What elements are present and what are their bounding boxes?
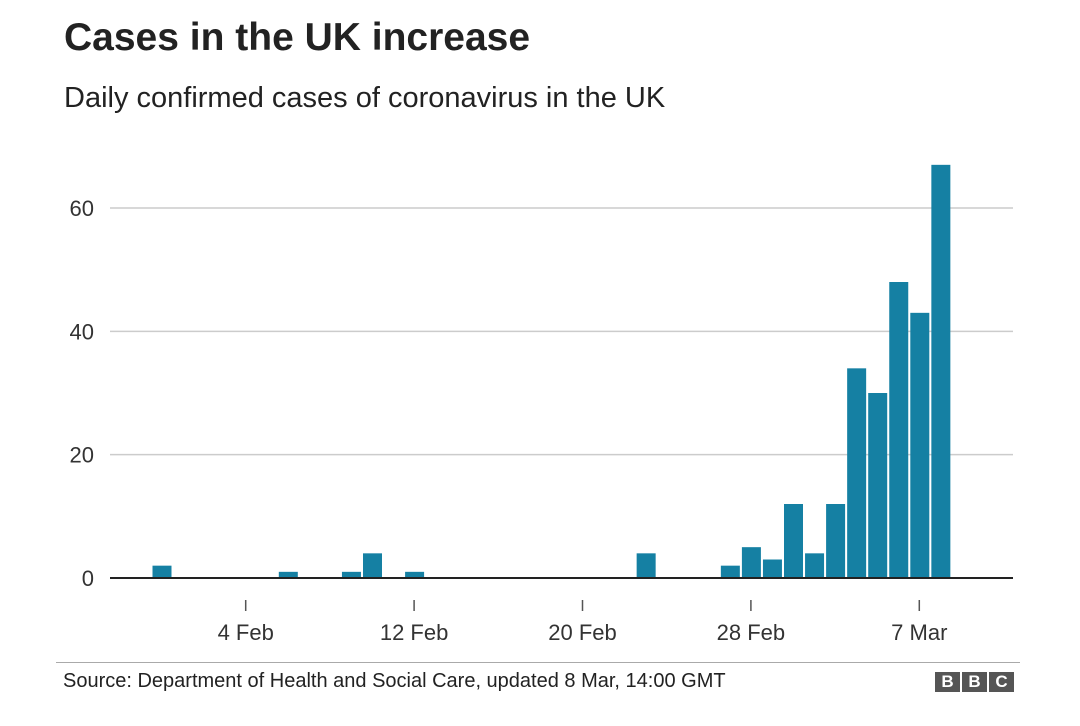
y-axis-labels: 0 20 40 60 xyxy=(70,196,94,591)
y-tick-label-40: 40 xyxy=(70,319,94,344)
bar-3-mar xyxy=(826,504,846,578)
bar-9-feb xyxy=(341,571,361,578)
bbc-logo: B B C xyxy=(935,672,1014,692)
bar-8-mar xyxy=(931,164,951,579)
x-axis-labels: 4 Feb 12 Feb 20 Feb 28 Feb 7 Mar xyxy=(218,620,948,645)
y-tick-label-0: 0 xyxy=(82,566,94,591)
bar-23-feb xyxy=(636,553,656,578)
bar-1-mar xyxy=(784,504,803,578)
bars xyxy=(152,164,951,579)
logo-letter-b2: B xyxy=(962,672,987,692)
logo-letter-b1: B xyxy=(935,672,960,692)
bar-chart: 0 20 40 60 4 Feb 12 Feb 20 Feb 28 Feb 7 Mar xyxy=(70,164,1013,645)
x-tick-label-7-mar: 7 Mar xyxy=(891,620,947,645)
footer-divider xyxy=(56,662,1020,663)
bar-4-mar xyxy=(847,368,867,578)
y-tick-label-60: 60 xyxy=(70,196,94,221)
bar-2-mar xyxy=(805,553,825,578)
bar-12-feb xyxy=(405,571,425,578)
bar-6-feb xyxy=(278,571,298,578)
bar-31-jan xyxy=(152,565,172,578)
x-tick-label-12-feb: 12 Feb xyxy=(380,620,449,645)
x-tick-label-4-feb: 4 Feb xyxy=(218,620,274,645)
source-note: Source: Department of Health and Social … xyxy=(63,670,726,692)
bar-5-mar xyxy=(868,393,888,578)
bar-28-feb xyxy=(741,547,761,578)
bar-7-mar xyxy=(910,312,930,578)
bar-27-feb xyxy=(720,565,740,578)
chart-subtitle: Daily confirmed cases of coronavirus in … xyxy=(64,82,666,114)
chart-title: Cases in the UK increase xyxy=(64,16,531,59)
x-axis xyxy=(110,577,1013,611)
bar-6-mar xyxy=(889,282,909,578)
bar-29-feb xyxy=(762,559,782,578)
bar-10-feb xyxy=(363,553,382,578)
x-tick-label-28-feb: 28 Feb xyxy=(717,620,786,645)
y-tick-label-20: 20 xyxy=(70,443,94,468)
logo-letter-c: C xyxy=(989,672,1014,692)
x-tick-label-20-feb: 20 Feb xyxy=(548,620,617,645)
